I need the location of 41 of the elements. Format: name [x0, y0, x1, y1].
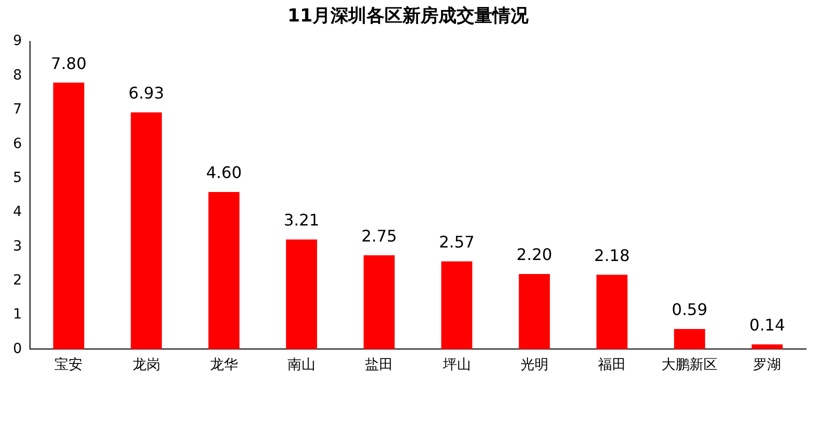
x-tick-label: 南山	[288, 357, 316, 374]
y-tick-label: 6	[12, 136, 22, 152]
bar	[53, 82, 84, 350]
y-tick-label: 8	[12, 67, 22, 84]
data-label: 0.14	[749, 316, 786, 335]
y-tick-label: 0	[12, 340, 22, 357]
bar	[518, 274, 550, 350]
data-label: 7.80	[50, 54, 87, 73]
bar	[364, 255, 395, 350]
bar	[674, 329, 706, 350]
y-tick-label: 3	[12, 238, 22, 254]
bar	[441, 261, 472, 350]
data-label: 2.18	[594, 246, 630, 265]
x-tick-label: 大鹏新区	[662, 357, 718, 374]
data-label: 6.93	[128, 84, 164, 103]
data-label: 2.20	[516, 245, 552, 264]
x-tick-label: 龙华	[210, 357, 238, 374]
x-tick-label: 福田	[598, 357, 626, 374]
bar	[208, 192, 240, 350]
y-tick-label: 9	[12, 33, 22, 50]
data-label: 3.21	[284, 210, 320, 230]
data-label: 4.60	[206, 163, 242, 182]
data-label: 2.75	[361, 226, 397, 246]
data-label: 2.57	[438, 232, 475, 252]
y-tick-label: 7	[12, 102, 22, 118]
y-tick-label: 1	[12, 306, 22, 323]
x-tick-label: 光明	[520, 357, 548, 374]
y-tick-label: 5	[12, 170, 22, 186]
x-tick-label: 罗湖	[753, 357, 782, 374]
bar	[130, 112, 162, 350]
bar	[286, 239, 318, 350]
x-tick-label: 盐田	[365, 357, 394, 374]
x-tick-label: 坪山	[442, 357, 471, 374]
chart-title: 11月深圳各区新房成交量情况	[287, 5, 530, 26]
y-tick-label: 4	[12, 204, 22, 220]
x-tick-label: 宝安	[54, 357, 83, 374]
data-label: 0.59	[672, 300, 708, 320]
y-tick-label: 2	[12, 272, 22, 288]
x-tick-label: 龙岗	[132, 357, 160, 374]
bar	[596, 274, 628, 350]
bar	[752, 344, 783, 350]
